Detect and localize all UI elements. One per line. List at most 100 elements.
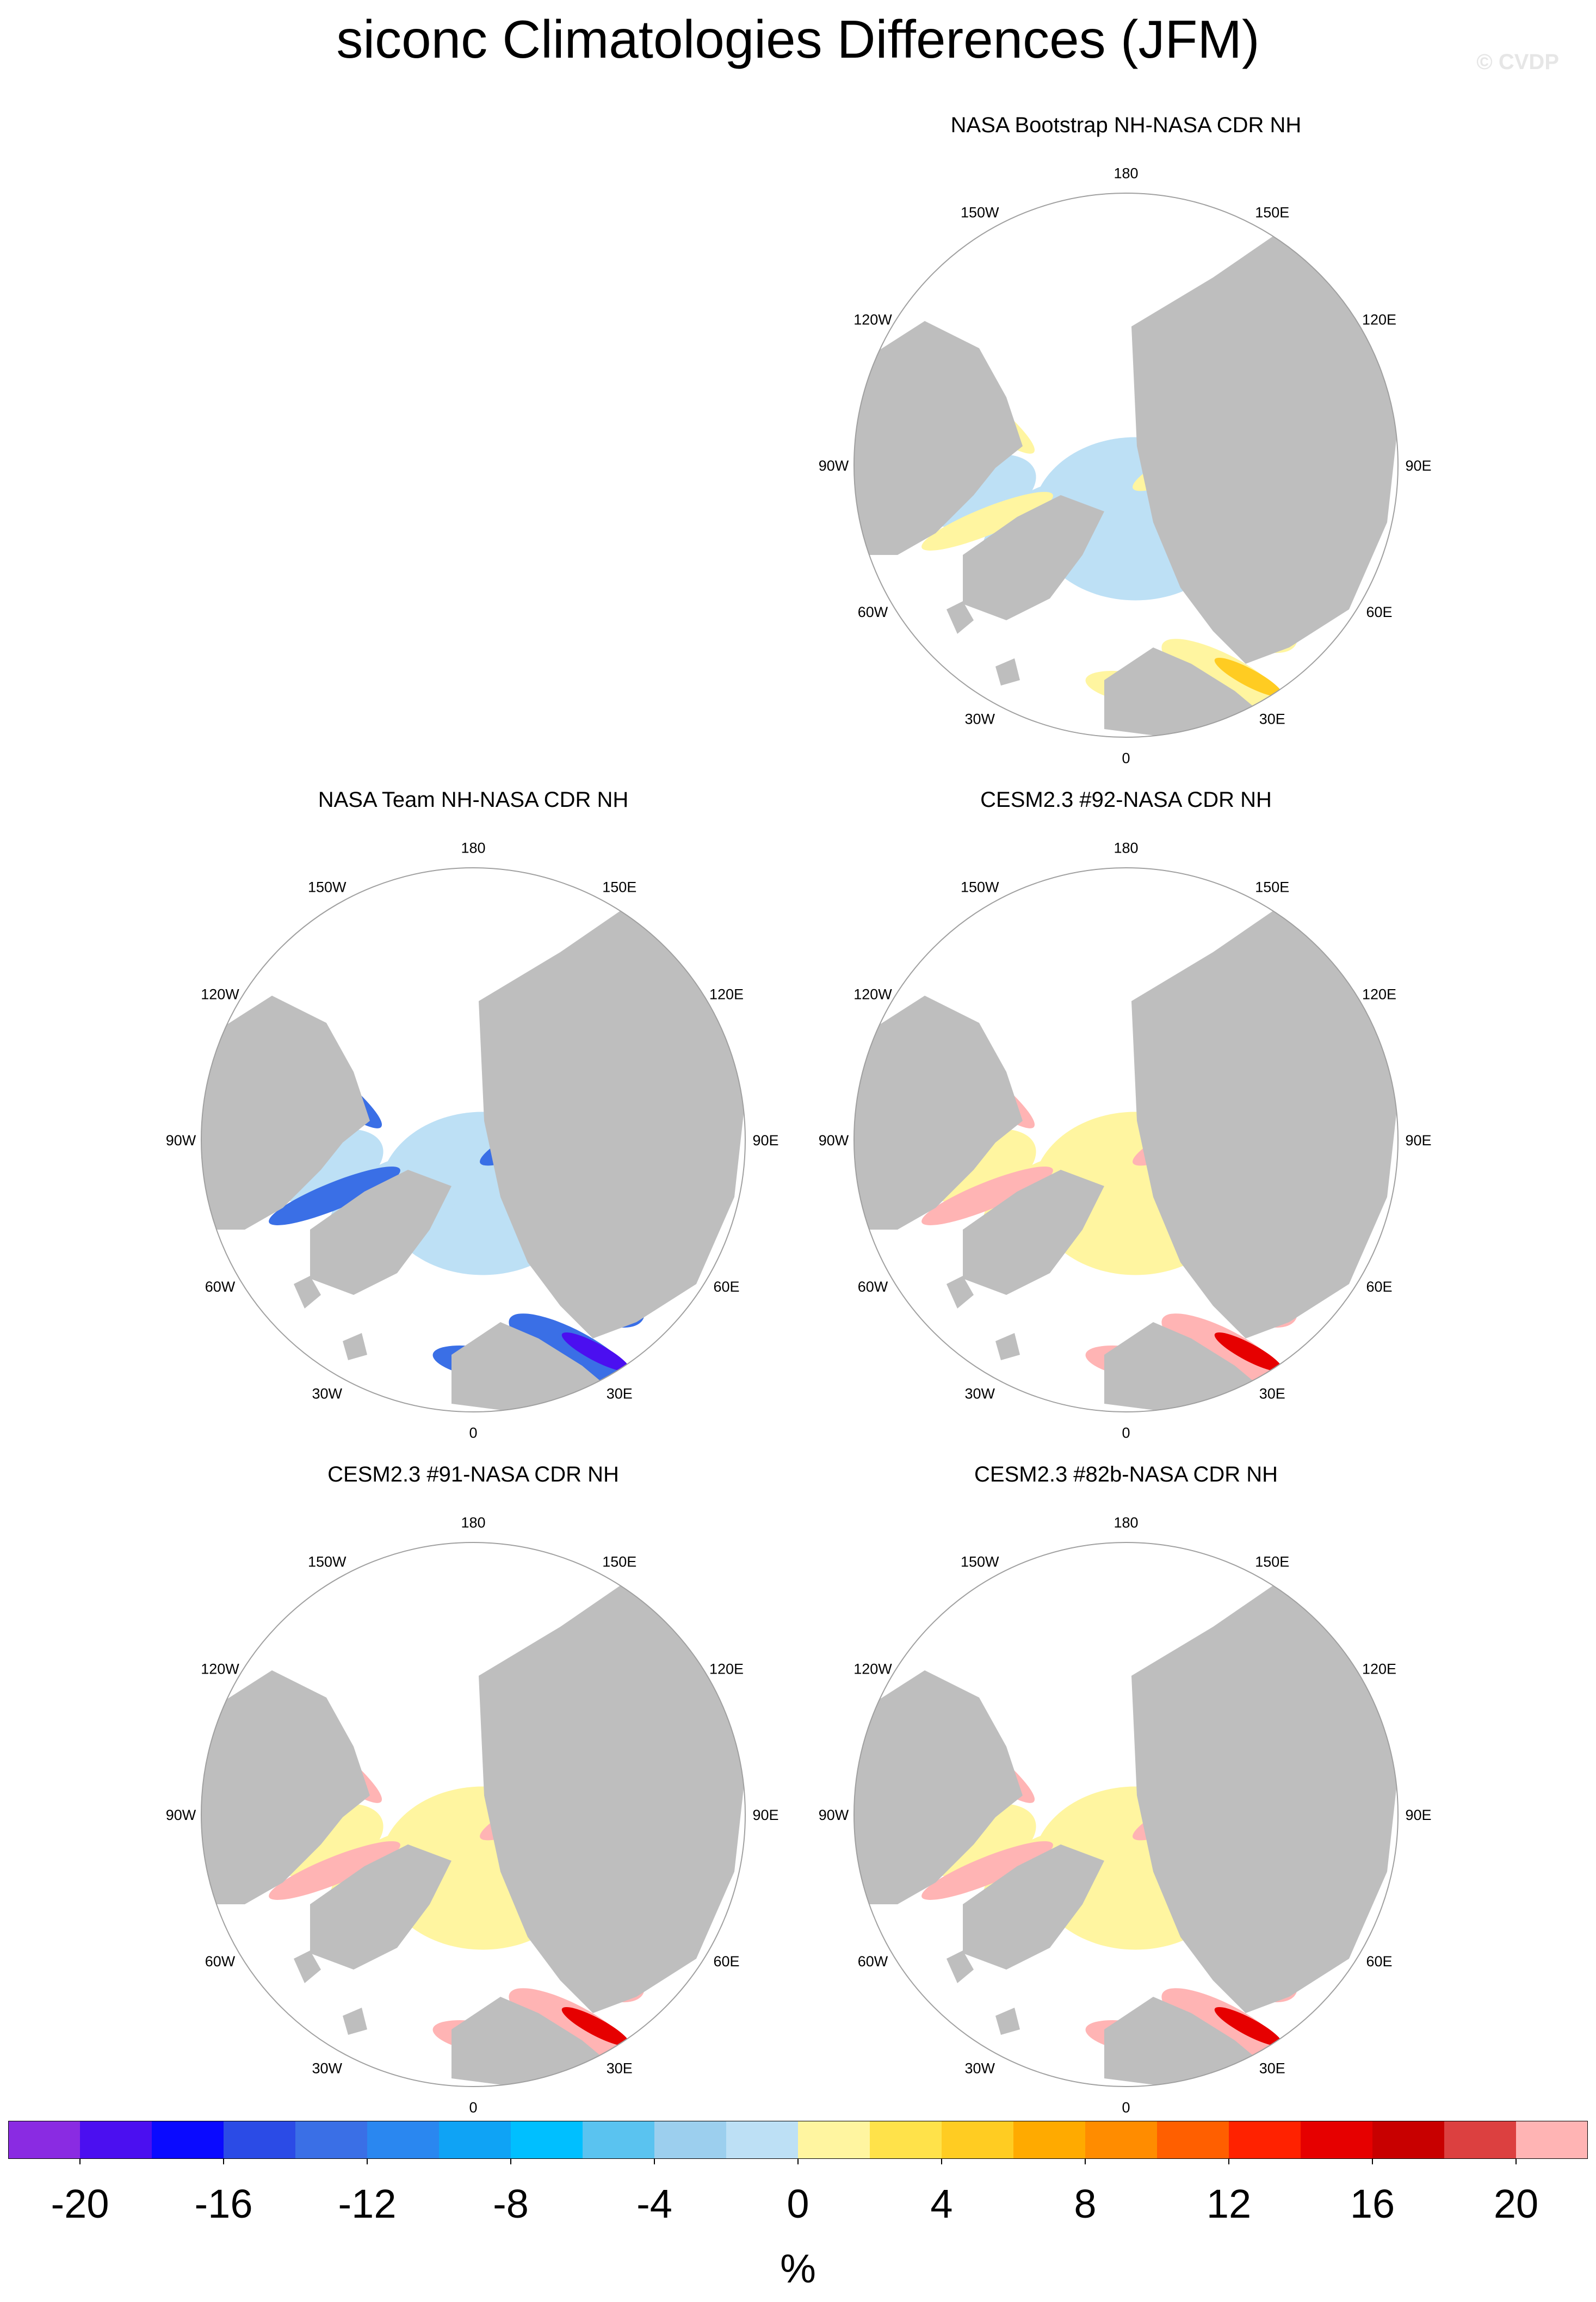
land-mass xyxy=(310,1844,451,1970)
sea-ice-difference-edge xyxy=(1161,1988,1289,2065)
longitude-label: 60E xyxy=(713,1279,739,1295)
land-mass xyxy=(310,1170,451,1295)
longitude-label: 90W xyxy=(166,1807,196,1823)
longitude-label: 30W xyxy=(312,1385,342,1402)
land-mass xyxy=(963,1170,1104,1295)
longitude-label: 90W xyxy=(819,1807,849,1823)
island xyxy=(947,1276,974,1309)
panel-title: NASA Bootstrap NH-NASA CDR NH xyxy=(950,113,1302,137)
panel-title: CESM2.3 #82b-NASA CDR NH xyxy=(974,1462,1278,1486)
colorbar-tick-label: -12 xyxy=(338,2181,397,2226)
sea-ice-difference-edge xyxy=(1161,639,1289,716)
longitude-label: 120E xyxy=(1362,311,1396,328)
island xyxy=(995,658,1020,686)
island xyxy=(995,1333,1020,1360)
longitude-label: 150E xyxy=(1255,1554,1289,1570)
panel-nasa-team: NASA Team NH-NASA CDR NH 180 150E 120E 90E 6… xyxy=(147,786,800,1447)
longitude-label: 60W xyxy=(858,1953,888,1970)
colorbar-swatch xyxy=(367,2121,440,2159)
longitude-label: 30W xyxy=(964,2060,995,2076)
longitude-label: 60E xyxy=(713,1953,739,1970)
panel-title: CESM2.3 #91-NASA CDR NH xyxy=(327,1462,619,1486)
figure-title: siconc Climatologies Differences (JFM) xyxy=(336,9,1260,69)
longitude-label: 150E xyxy=(602,1554,636,1570)
colorbar-tick-label: 0 xyxy=(787,2181,809,2226)
land-mass xyxy=(854,996,1023,1230)
land-mass xyxy=(963,1844,1104,1970)
land-mass xyxy=(854,321,1023,555)
colorbar-swatch xyxy=(224,2121,296,2159)
longitude-label: 150W xyxy=(308,879,347,896)
colorbar-swatch xyxy=(654,2121,727,2159)
land-mass xyxy=(201,1670,370,1904)
longitude-label: 120W xyxy=(201,986,239,1002)
land-mass xyxy=(479,892,745,1338)
colorbar-swatch xyxy=(1157,2121,1229,2159)
longitude-label: 150W xyxy=(308,1554,347,1570)
longitude-label: 0 xyxy=(1122,2100,1130,2116)
panel-title: NASA Team NH-NASA CDR NH xyxy=(318,788,629,812)
island xyxy=(343,1333,367,1360)
longitude-label: 90E xyxy=(1405,1807,1431,1823)
longitude-label: 0 xyxy=(469,1425,477,1441)
panel-cesm-92: CESM2.3 #92-NASA CDR NH 180 150E 120E 90E 60… xyxy=(800,786,1452,1447)
sea-ice-difference-accent xyxy=(561,1332,630,1372)
land-mass xyxy=(201,996,370,1230)
colorbar-swatch xyxy=(152,2121,224,2159)
colorbar-frame xyxy=(8,2121,1588,2159)
colorbar-swatch xyxy=(870,2121,942,2159)
longitude-label: 60E xyxy=(1366,1953,1392,1970)
land-mass xyxy=(854,1670,1023,1904)
land-mass xyxy=(1104,1322,1267,1412)
longitude-label: 30W xyxy=(964,1385,995,1402)
land-mass xyxy=(963,495,1104,620)
sea-ice-difference-edge xyxy=(509,1313,636,1391)
longitude-label: 90E xyxy=(1405,1132,1431,1149)
longitude-label: 120W xyxy=(853,311,892,328)
map-boundary xyxy=(201,867,746,1412)
longitude-label: 180 xyxy=(461,840,485,856)
colorbar-swatch xyxy=(439,2121,511,2159)
longitude-label: 30E xyxy=(607,1385,633,1402)
longitude-label: 60W xyxy=(858,604,888,620)
island xyxy=(995,2008,1020,2035)
map-content xyxy=(854,892,1398,1412)
longitude-label: 60E xyxy=(1366,604,1392,620)
longitude-label: 150W xyxy=(961,1554,999,1570)
sea-ice-difference-accent xyxy=(1214,2007,1283,2046)
sea-ice-difference-edge xyxy=(269,1841,400,1900)
colorbar-tick-label: -16 xyxy=(195,2181,253,2226)
longitude-label: 30E xyxy=(607,2060,633,2076)
longitude-label: 120W xyxy=(853,1661,892,1677)
colorbar-tick-label: 12 xyxy=(1207,2181,1251,2226)
colorbar-tick-label: 16 xyxy=(1350,2181,1395,2226)
longitude-label: 120W xyxy=(201,1661,239,1677)
map-boundary xyxy=(853,1542,1399,2087)
map-boundary xyxy=(853,193,1399,738)
colorbar-tick-label: -20 xyxy=(51,2181,109,2226)
polar-map: 180 150E 120E 90E 60E 30E 0 30W 60W 90W 120W 150W xyxy=(166,1515,779,2116)
longitude-label: 60W xyxy=(205,1279,236,1295)
colorbar-swatch xyxy=(1444,2121,1517,2159)
map-content xyxy=(201,1567,745,2087)
map-boundary xyxy=(201,1542,746,2087)
panel-cesm-82b: CESM2.3 #82b-NASA CDR NH 180 150E 120E 90E 6… xyxy=(800,1461,1452,2122)
longitude-label: 30E xyxy=(1259,2060,1285,2076)
longitude-label: 150E xyxy=(1255,205,1289,221)
colorbar-swatch xyxy=(1013,2121,1086,2159)
colorbar-tick-label: 8 xyxy=(1074,2181,1096,2226)
land-mass xyxy=(1104,647,1267,737)
longitude-label: 180 xyxy=(1114,840,1138,856)
panel-title: CESM2.3 #92-NASA CDR NH xyxy=(980,788,1272,812)
longitude-label: 120E xyxy=(1362,1661,1396,1677)
longitude-label: 60W xyxy=(858,1279,888,1295)
land-mass xyxy=(1131,1567,1398,2013)
land-mass xyxy=(1104,1997,1267,2087)
longitude-label: 150E xyxy=(1255,879,1289,896)
sea-ice-difference-edge xyxy=(1161,1313,1289,1391)
island xyxy=(294,1276,321,1309)
panel-nasa-bootstrap: NASA Bootstrap NH-NASA CDR NH 180 150E 120… xyxy=(800,112,1452,773)
map-content xyxy=(201,892,745,1412)
colorbar-swatch xyxy=(1516,2121,1588,2159)
polar-map: 180 150E 120E 90E 60E 30E 0 30W 60W 90W 120W 150W xyxy=(819,165,1432,767)
